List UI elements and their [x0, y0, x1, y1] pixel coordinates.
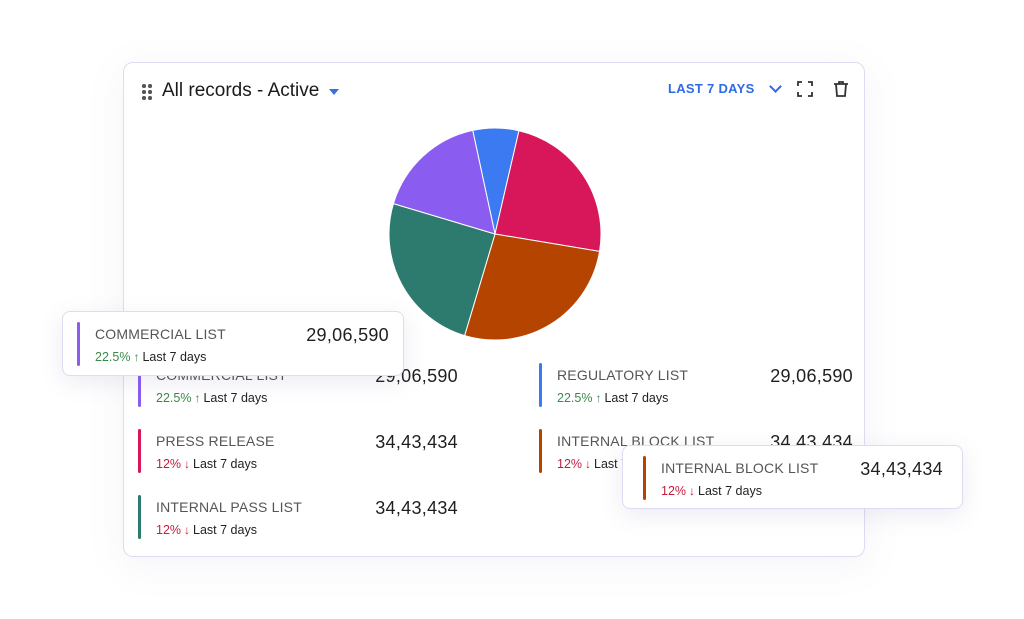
pie-chart — [388, 127, 602, 341]
caret-down-icon — [329, 89, 340, 95]
tooltip-content: COMMERCIAL LIST 29,06,590 22.5% ↑ Last 7… — [77, 322, 389, 366]
widget-title-dropdown[interactable]: All records - Active — [162, 80, 340, 102]
arrow-up-icon: ↑ — [194, 391, 201, 405]
pie-slice-internal-pass-list[interactable] — [388, 202, 496, 337]
widget-title: All records - Active — [162, 80, 320, 101]
legend-name: INTERNAL PASS LIST — [156, 499, 302, 515]
arrow-down-icon: ↓ — [184, 523, 191, 537]
tooltip-trend: 12% ↓ Last 7 days — [661, 484, 762, 498]
arrow-down-icon: ↓ — [585, 457, 592, 471]
legend-value: 34,43,434 — [375, 432, 458, 452]
legend-trend: 22.5% ↑ Last 7 days — [557, 391, 668, 405]
drag-handle-icon[interactable] — [142, 84, 152, 100]
tooltip-color-bar — [643, 456, 646, 500]
legend-period: Last 7 days — [193, 523, 257, 537]
tooltip-period: Last 7 days — [142, 350, 207, 364]
arrow-down-icon: ↓ — [184, 457, 191, 471]
legend-name: REGULATORY LIST — [557, 367, 689, 383]
date-range-label: LAST 7 DAYS — [668, 81, 755, 96]
chevron-down-icon — [768, 80, 782, 93]
legend-pct: 12% — [557, 457, 583, 471]
legend-pct: 12% — [156, 523, 182, 537]
arrow-up-icon: ↑ — [595, 391, 602, 405]
tooltip-color-bar — [77, 322, 80, 366]
legend-color-bar — [138, 363, 141, 407]
tooltip-name: COMMERCIAL LIST — [95, 326, 226, 342]
records-widget-card: All records - Active LAST 7 DAYS COMMERC… — [123, 62, 865, 557]
legend-trend: 22.5% ↑ Last 7 days — [156, 391, 267, 405]
pie-slice-internal-block-list[interactable] — [463, 233, 601, 341]
tooltip-pct: 22.5% — [95, 350, 131, 364]
legend-item-internal-pass[interactable]: INTERNAL PASS LIST 34,43,434 12% ↓ Last … — [138, 495, 458, 539]
date-range-select[interactable]: LAST 7 DAYS — [668, 80, 782, 96]
tooltip-pct: 12% — [661, 484, 687, 498]
arrow-down-icon: ↓ — [689, 484, 696, 498]
legend-color-bar — [539, 363, 542, 407]
legend-period: Last 7 days — [604, 391, 669, 405]
tooltip-content: INTERNAL BLOCK LIST 34,43,434 12% ↓ Last… — [643, 456, 943, 500]
legend-period: Last 7 days — [193, 457, 257, 471]
legend-period: Last 7 days — [203, 391, 268, 405]
tooltip-name: INTERNAL BLOCK LIST — [661, 460, 819, 476]
pie-slice-press-release[interactable] — [494, 130, 602, 252]
legend-item-regulatory[interactable]: REGULATORY LIST 29,06,590 22.5% ↑ Last 7… — [539, 363, 853, 407]
legend-pct: 12% — [156, 457, 182, 471]
legend-name: PRESS RELEASE — [156, 433, 275, 449]
tooltip-commercial: COMMERCIAL LIST 29,06,590 22.5% ↑ Last 7… — [62, 311, 404, 376]
tooltip-value: 29,06,590 — [306, 325, 389, 345]
legend-value: 34,43,434 — [375, 498, 458, 518]
trash-icon[interactable] — [831, 79, 851, 99]
legend-trend: 12% ↓ Last 7 days — [156, 457, 257, 471]
legend-color-bar — [539, 429, 542, 473]
tooltip-period: Last 7 days — [698, 484, 762, 498]
legend-color-bar — [138, 495, 141, 539]
legend-pct: 22.5% — [156, 391, 192, 405]
legend-value: 29,06,590 — [770, 366, 853, 386]
arrow-up-icon: ↑ — [133, 350, 140, 364]
legend-color-bar — [138, 429, 141, 473]
pie-slice-commercial-list[interactable] — [392, 129, 496, 235]
tooltip-value: 34,43,434 — [860, 459, 943, 479]
tooltip-trend: 22.5% ↑ Last 7 days — [95, 350, 206, 364]
legend-item-press-release[interactable]: PRESS RELEASE 34,43,434 12% ↓ Last 7 day… — [138, 429, 458, 473]
expand-icon[interactable] — [795, 79, 815, 99]
legend-trend: 12% ↓ Last 7 days — [156, 523, 257, 537]
tooltip-internal-block: INTERNAL BLOCK LIST 34,43,434 12% ↓ Last… — [622, 445, 963, 509]
legend-pct: 22.5% — [557, 391, 593, 405]
